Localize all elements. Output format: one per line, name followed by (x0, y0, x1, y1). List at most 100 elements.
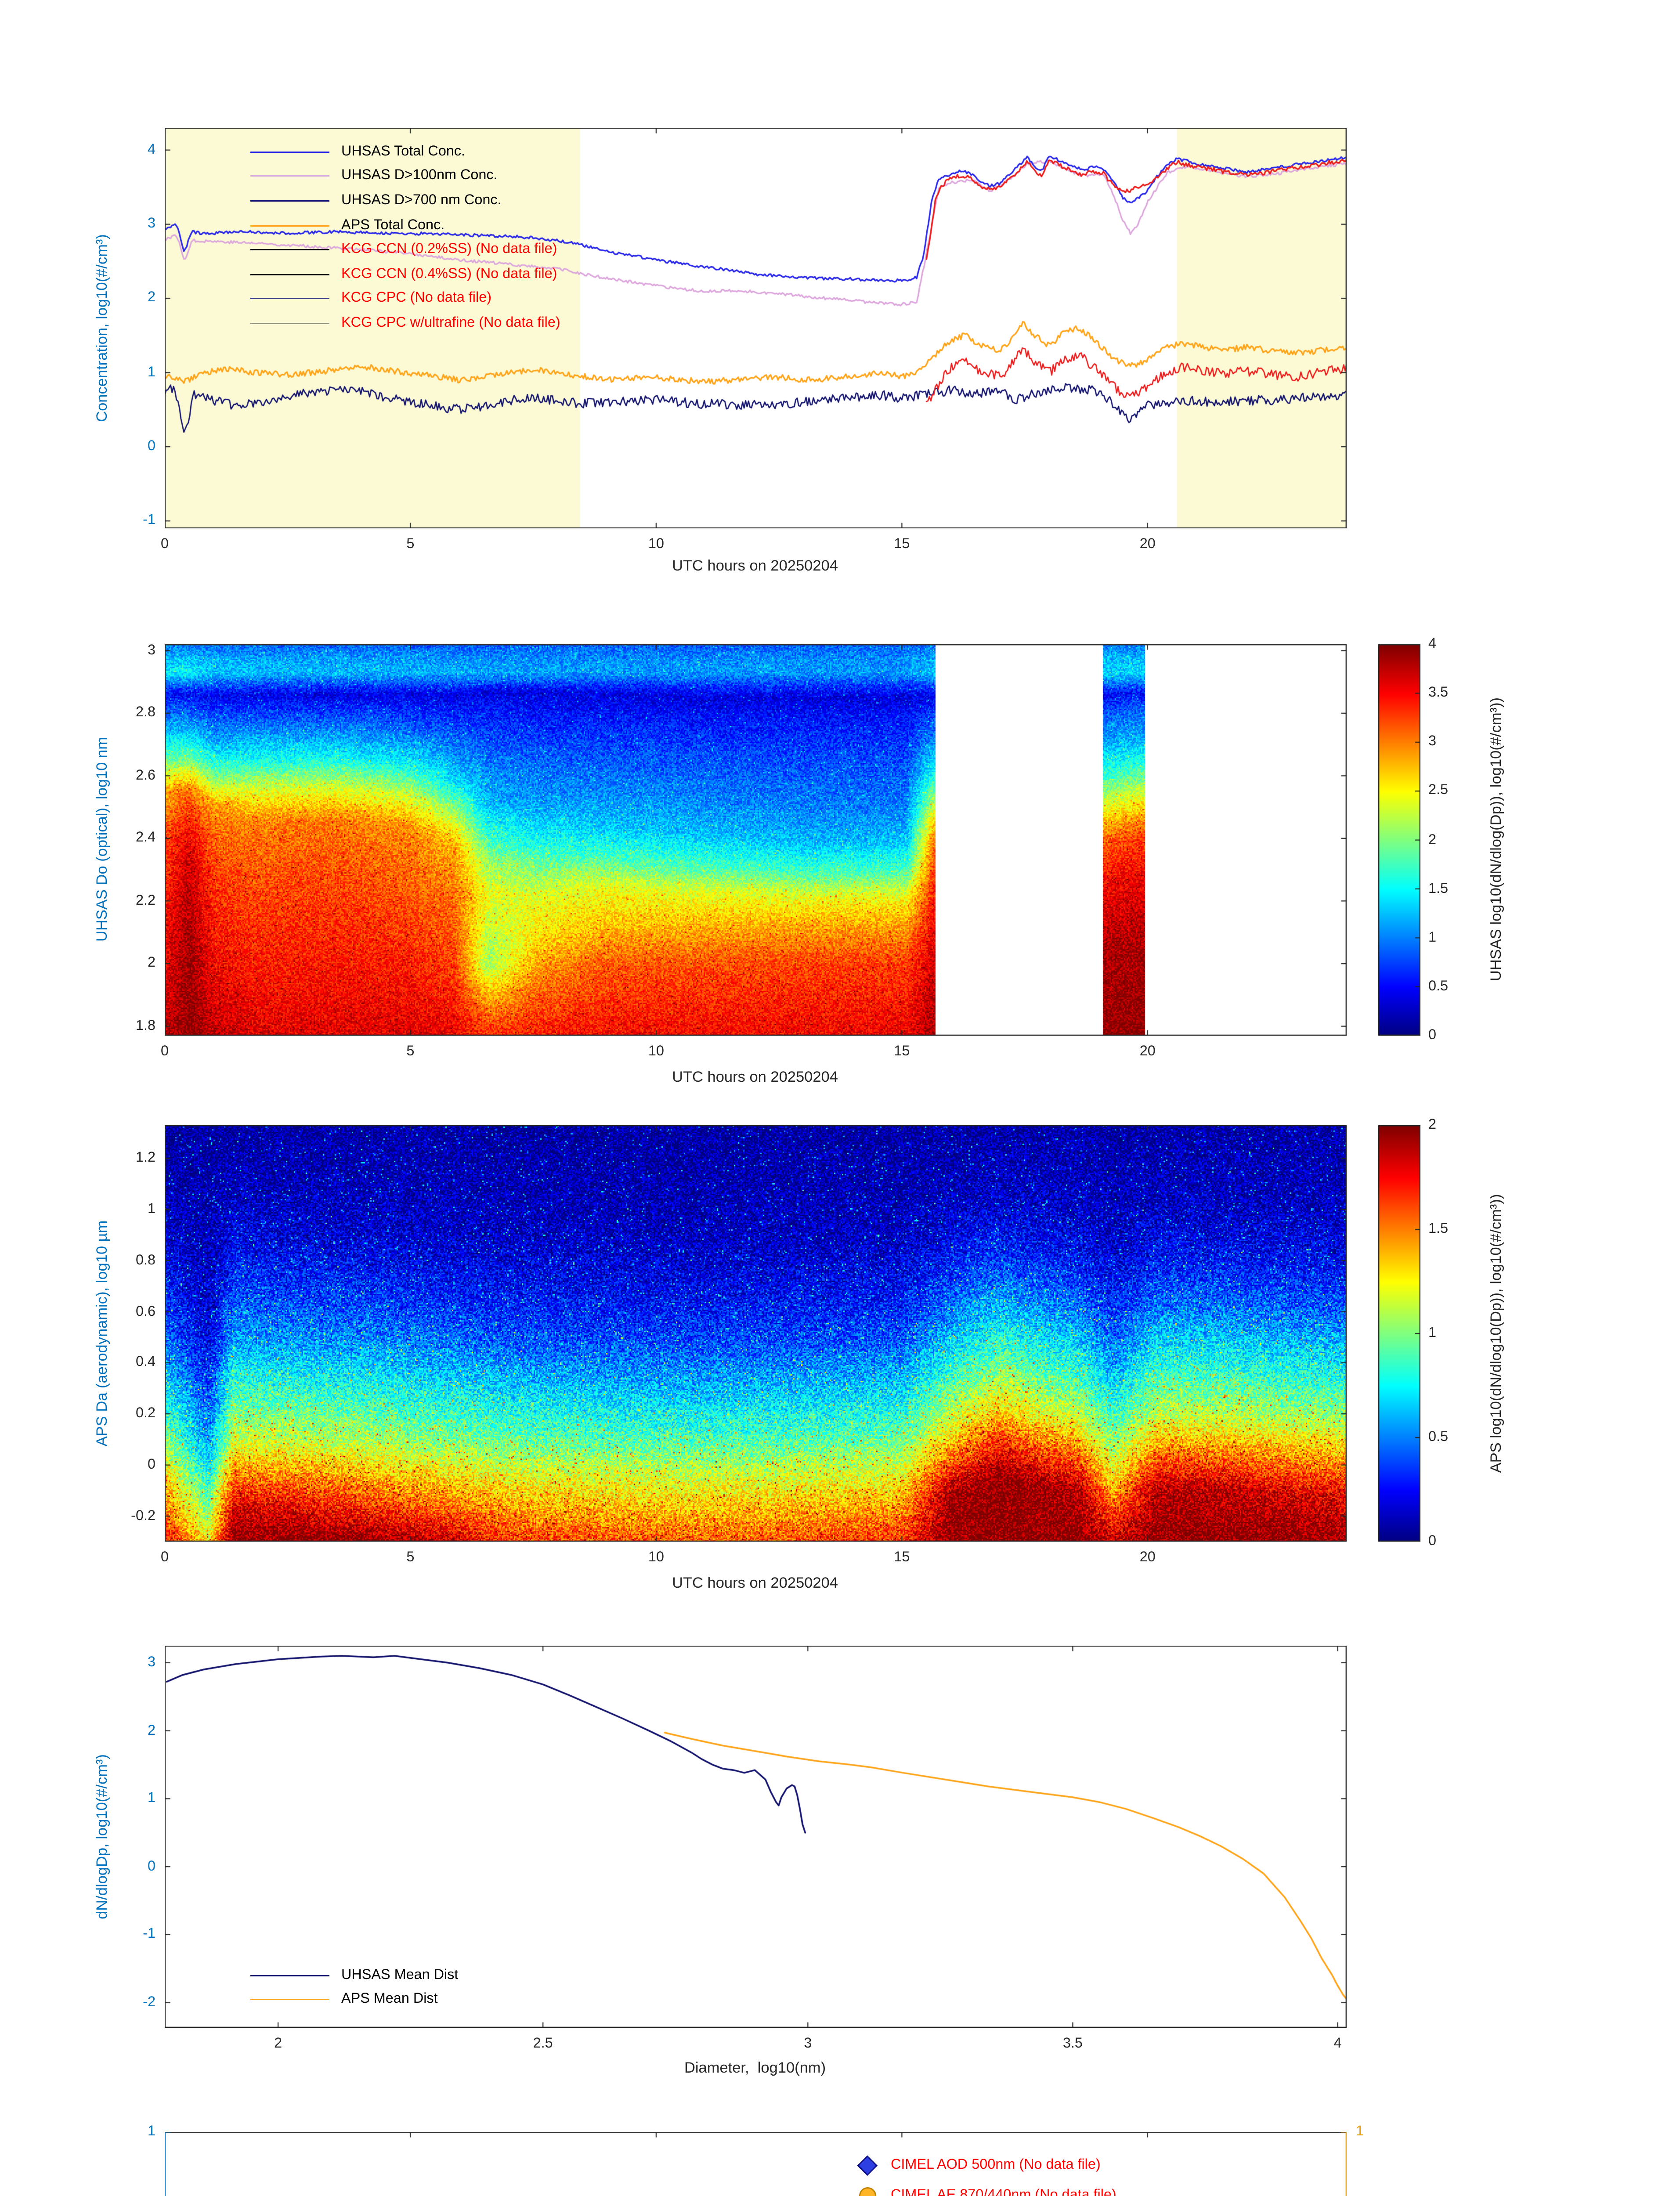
tick-label: -1 (143, 1926, 155, 1942)
tick-label: 1 (147, 2123, 155, 2139)
sizedist-y-axis-label: dN/dlogDp, log10(#/cm³) (95, 1754, 111, 1919)
tick-label: 5 (406, 1044, 415, 1059)
legend-item-0: CIMEL AOD 500nm (No data file) (856, 2150, 1116, 2181)
tick-label: 0 (147, 1858, 155, 1874)
legend-line-sample-icon (250, 1999, 329, 2001)
uhsas-colorbar (1378, 644, 1420, 1036)
tick-label: 10 (648, 1549, 664, 1565)
mean-size-distribution-canvas (165, 1646, 1347, 2028)
tick-label: 1.2 (135, 1150, 155, 1166)
concentration-x-axis-label: UTC hours on 20250204 (672, 559, 838, 574)
legend-label: KCG CPC w/ultrafine (No data file) (341, 315, 560, 331)
diamond-marker (857, 2156, 877, 2175)
legend-line-sample-icon (250, 200, 329, 202)
legend-item-0: UHSAS Mean Dist (250, 1963, 458, 1988)
legend-item-0: UHSAS Total Conc. (250, 140, 560, 164)
tick-label: 3 (147, 216, 155, 232)
tick-label: 2 (1428, 831, 1437, 848)
aps-x-axis-label: UTC hours on 20250204 (672, 1576, 838, 1592)
tick-label: 2 (147, 290, 155, 306)
legend-label: KCG CCN (0.4%SS) (No data file) (341, 266, 557, 282)
tick-label: 1.5 (1428, 880, 1449, 896)
legend-label: UHSAS D>100nm Conc. (341, 168, 498, 184)
circle-marker-icon (856, 2185, 878, 2196)
tick-label: 2.5 (1428, 782, 1449, 798)
circle-marker (858, 2187, 876, 2196)
concentration-timeseries-canvas (165, 128, 1347, 528)
tick-label: 4 (1428, 636, 1437, 652)
legend-label: CIMEL AE 870/440nm (No data file) (891, 2187, 1116, 2196)
concentration-legend: UHSAS Total Conc. UHSAS D>100nm Conc. UHSA… (250, 140, 560, 336)
tick-label: 15 (894, 1549, 910, 1565)
legend-line-sample-icon (250, 1975, 329, 1976)
tick-label: 5 (406, 536, 415, 552)
tick-label: 3 (147, 1654, 155, 1670)
tick-label: 1 (1428, 929, 1437, 946)
tick-label: 0 (147, 438, 155, 454)
legend-item-1: APS Mean Dist (250, 1988, 458, 2012)
aps-spectrogram-canvas (165, 1125, 1347, 1542)
tick-label: 0.5 (1428, 978, 1449, 994)
legend-item-1: CIMEL AE 870/440nm (No data file) (856, 2181, 1116, 2196)
legend-item-3: APS Total Conc. (250, 213, 560, 238)
legend-item-6: KCG CPC (No data file) (250, 287, 560, 311)
legend-line-sample-icon (250, 274, 329, 275)
tick-label: 0 (160, 1044, 169, 1059)
tick-label: 3.5 (1428, 685, 1449, 701)
tick-label: 2.8 (135, 704, 155, 721)
cimel-legend: CIMEL AOD 500nm (No data file) CIMEL AE 8… (856, 2150, 1116, 2196)
tick-label: 1.5 (1428, 1221, 1449, 1237)
uhsas-colorbar-label: UHSAS log10(dN/dlog(Dp)), log10(#/cm³)) (1489, 697, 1505, 982)
aps-colorbar-label: APS log10(dN/dlog10(Dp)), log10(#/cm³)) (1489, 1194, 1505, 1473)
tick-label: 0 (1428, 1533, 1437, 1549)
tick-label: 3 (147, 642, 155, 658)
tick-label: 2 (147, 955, 155, 971)
tick-label: -2 (143, 1994, 155, 2010)
tick-label: 15 (894, 1044, 910, 1059)
legend-label: UHSAS D>700 nm Conc. (341, 192, 502, 209)
tick-label: 0 (147, 1456, 155, 1473)
tick-label: 20 (1139, 536, 1156, 552)
legend-line-sample-icon (250, 249, 329, 251)
tick-label: -1 (143, 512, 155, 528)
tick-label: 1 (1428, 1325, 1437, 1341)
uhsas-x-axis-label: UTC hours on 20250204 (672, 1070, 838, 1086)
tick-label: 2.5 (533, 2036, 553, 2052)
tick-label: 2.4 (135, 830, 155, 846)
tick-label: 1 (147, 364, 155, 380)
tick-label: 1 (1356, 2123, 1364, 2139)
sizedist-legend: UHSAS Mean Dist APS Mean Dist (250, 1963, 458, 2012)
tick-label: 2.6 (135, 767, 155, 784)
tick-label: 0.4 (135, 1354, 155, 1370)
tick-label: 0.5 (1428, 1429, 1449, 1445)
tick-label: 10 (648, 1044, 664, 1059)
legend-item-2: UHSAS D>700 nm Conc. (250, 189, 560, 213)
tick-label: 3.5 (1062, 2036, 1083, 2052)
aps-y-axis-label: APS Da (aerodynamic), log10 µm (95, 1220, 111, 1447)
diamond-marker-icon (856, 2155, 878, 2176)
tick-label: 4 (147, 141, 155, 158)
tick-label: 1.8 (135, 1018, 155, 1034)
tick-label: 4 (1333, 2036, 1342, 2052)
tick-label: 1 (147, 1201, 155, 1217)
legend-label: CIMEL AOD 500nm (No data file) (891, 2157, 1101, 2173)
legend-line-sample-icon (250, 151, 329, 153)
tick-label: 3 (1428, 733, 1437, 750)
legend-label: APS Mean Dist (341, 1991, 438, 2008)
legend-line-sample-icon (250, 224, 329, 226)
legend-label: APS Total Conc. (341, 217, 445, 233)
legend-item-1: UHSAS D>100nm Conc. (250, 164, 560, 189)
tick-label: 0 (1428, 1027, 1437, 1043)
tick-label: 2 (147, 1722, 155, 1738)
legend-line-sample-icon (250, 176, 329, 177)
legend-item-4: KCG CCN (0.2%SS) (No data file) (250, 238, 560, 262)
tick-label: 5 (406, 1549, 415, 1565)
tick-label: -0.2 (131, 1507, 155, 1524)
tick-label: 2.2 (135, 892, 155, 909)
tick-label: 15 (894, 536, 910, 552)
uhsas-y-axis-label: UHSAS Do (optical), log10 nm (95, 737, 111, 942)
legend-label: KCG CPC (No data file) (341, 290, 491, 307)
legend-label: KCG CCN (0.2%SS) (No data file) (341, 241, 557, 257)
concentration-y-axis-label: Concentration, log10(#/cm³) (95, 234, 111, 422)
tick-label: 2 (1428, 1116, 1437, 1133)
